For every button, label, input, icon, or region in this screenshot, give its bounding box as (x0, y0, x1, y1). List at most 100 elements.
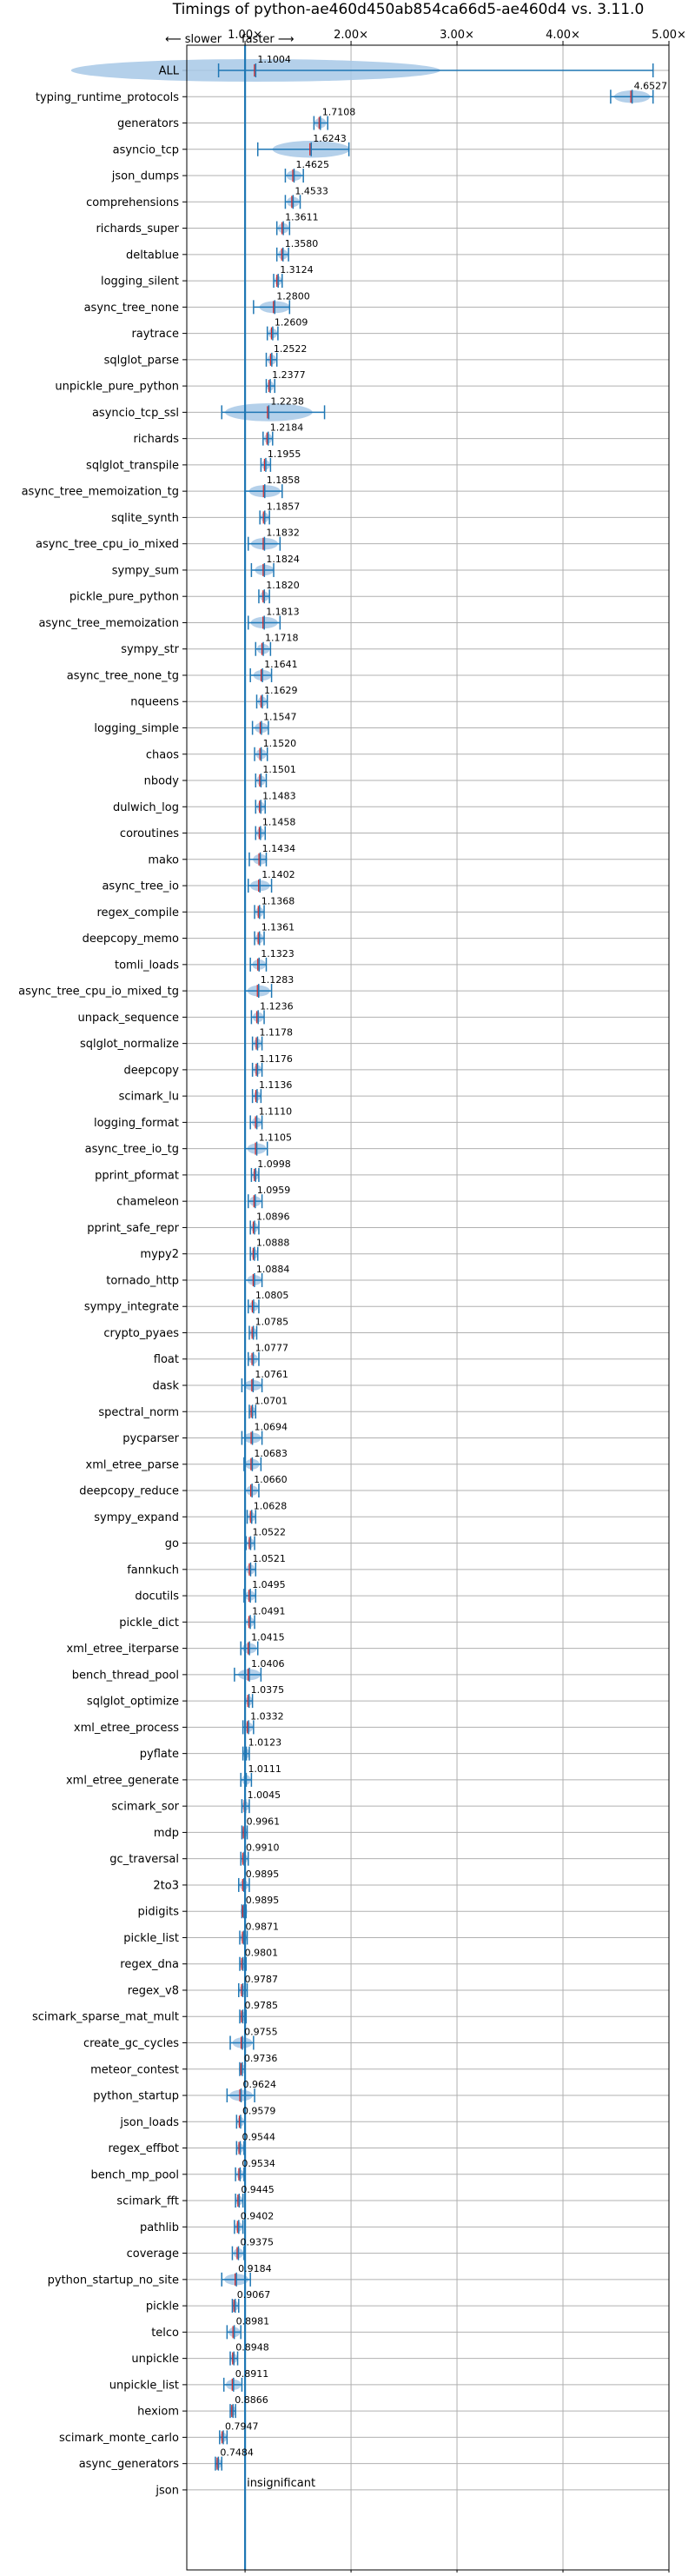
benchmark-label: spectral_norm (98, 1406, 179, 1419)
value-label: 1.1323 (261, 948, 295, 959)
value-label: 0.9736 (244, 2053, 278, 2064)
chart-title: Timings of python-ae460d450ab854ca66d5-a… (172, 1, 645, 18)
benchmark-label: sympy_str (121, 643, 179, 656)
benchmark-label: async_tree_none (84, 302, 179, 315)
value-label: 0.9755 (244, 2027, 278, 2038)
value-label: 1.3124 (280, 264, 314, 276)
value-label: 0.9579 (242, 2105, 276, 2116)
benchmark-label: mako (148, 853, 179, 866)
value-label: 1.1483 (262, 790, 296, 801)
benchmark-label: sqlglot_transpile (86, 459, 179, 472)
benchmark-label: xml_etree_process (74, 1722, 179, 1735)
benchmark-label: scimark_sor (111, 1801, 179, 1814)
value-label: 1.7108 (322, 107, 356, 118)
benchmark-label: raytrace (131, 328, 179, 341)
benchmark-label: gc_traversal (109, 1853, 179, 1866)
benchmark-label: logging_format (94, 1117, 179, 1130)
value-label: 0.9871 (246, 1921, 280, 1932)
benchmark-label: unpack_sequence (77, 1012, 179, 1025)
benchmark-label: bench_mp_pool (90, 2168, 179, 2181)
value-label: 0.9445 (241, 2184, 275, 2195)
benchmark-label: pycparser (122, 1432, 179, 1445)
benchmark-label: create_gc_cycles (83, 2037, 179, 2050)
benchmark-label: pyflate (140, 1748, 179, 1761)
benchmark-label: async_generators (79, 2458, 180, 2471)
value-label: 1.0761 (255, 1369, 288, 1380)
value-label: 0.9534 (242, 2158, 275, 2169)
value-label: 0.9067 (237, 2289, 271, 2300)
benchmark-label: unpickle_pure_python (55, 381, 179, 394)
benchmark-label: scimark_sparse_mat_mult (32, 2011, 179, 2024)
value-label: 1.0805 (255, 1290, 289, 1301)
value-label: 1.1176 (259, 1053, 293, 1065)
value-label: 1.1955 (268, 448, 301, 460)
value-label: 0.8911 (235, 2368, 269, 2380)
value-label: 1.1361 (261, 922, 295, 933)
benchmark-label: asyncio_tcp (113, 143, 179, 156)
benchmark-label: sqlglot_optimize (87, 1696, 179, 1709)
benchmark-label: richards_super (96, 222, 179, 236)
value-label: 0.8866 (235, 2394, 268, 2406)
benchmark-label: ALL (159, 65, 180, 78)
benchmark-label: sympy_integrate (84, 1301, 179, 1314)
benchmark-label: coverage (127, 2247, 179, 2261)
value-label: 1.1501 (262, 764, 296, 775)
benchmark-label: meteor_contest (90, 2063, 179, 2076)
benchmark-label: unpickle (131, 2353, 179, 2366)
benchmark-label: pickle_list (123, 1932, 179, 1945)
benchmark-label: float (154, 1353, 179, 1366)
value-label: 1.1458 (262, 817, 296, 828)
benchmark-label: regex_compile (96, 906, 179, 920)
benchmark-label: async_tree_memoization_tg (22, 486, 179, 499)
benchmark-label: go (165, 1537, 179, 1550)
benchmark-label: async_tree_io (102, 880, 179, 893)
value-label: 1.0660 (254, 1474, 288, 1485)
value-label: 1.2800 (276, 290, 310, 302)
value-label: 1.0884 (256, 1264, 290, 1275)
benchmark-label: richards (134, 433, 180, 446)
value-label: 0.9402 (241, 2210, 275, 2221)
value-label: 0.9961 (247, 1816, 281, 1827)
benchmark-label: async_tree_io_tg (85, 1143, 179, 1156)
value-label: 1.1105 (259, 1132, 293, 1144)
benchmark-label: sqlite_synth (111, 512, 179, 525)
benchmark-label: mypy2 (140, 1248, 179, 1261)
benchmark-label: fannkuch (127, 1564, 179, 1577)
benchmark-label: logging_silent (101, 276, 179, 289)
value-label: 1.2377 (272, 369, 306, 381)
benchmark-label: pickle_pure_python (70, 591, 179, 604)
benchmark-label: sqlglot_parse (104, 354, 179, 367)
value-label: 1.0777 (255, 1343, 289, 1354)
x-tick-label-top: 3.00× (440, 29, 474, 42)
value-label: 0.9785 (244, 2000, 278, 2011)
benchmark-label: crypto_pyaes (103, 1327, 179, 1340)
value-label: 1.0123 (248, 1737, 282, 1749)
benchmark-label: xml_etree_iterparse (66, 1643, 179, 1656)
value-label: 1.0111 (248, 1763, 281, 1775)
x-tick-label-top: 1.00× (228, 29, 262, 42)
benchmark-label: async_tree_cpu_io_mixed_tg (18, 986, 179, 999)
benchmark-label: scimark_lu (119, 1091, 179, 1104)
benchmark-label: json_dumps (111, 170, 179, 183)
value-label: 0.9375 (240, 2237, 274, 2248)
benchmark-label: pprint_pformat (95, 1169, 179, 1182)
benchmark-label: telco (151, 2327, 179, 2340)
marks-layer (70, 45, 654, 2570)
benchmark-label: asyncio_tcp_ssl (92, 407, 179, 420)
benchmark-label: json_loads (119, 2116, 179, 2129)
benchmark-label: generators (117, 117, 179, 130)
benchmark-label: python_startup (93, 2090, 179, 2103)
value-label: 1.1824 (266, 554, 300, 565)
benchmark-label: unpickle_list (109, 2379, 179, 2392)
value-label: 1.1813 (266, 606, 300, 617)
plot-frame (186, 44, 670, 2571)
value-label: 0.9895 (246, 1895, 280, 1906)
value-label: 1.0959 (257, 1185, 291, 1196)
value-label: 1.0701 (255, 1395, 288, 1406)
x-tick-label-top: 2.00× (334, 29, 368, 42)
benchmark-label: dask (152, 1380, 179, 1393)
value-label: 1.0522 (252, 1527, 286, 1538)
benchmark-label: json (155, 2484, 179, 2497)
